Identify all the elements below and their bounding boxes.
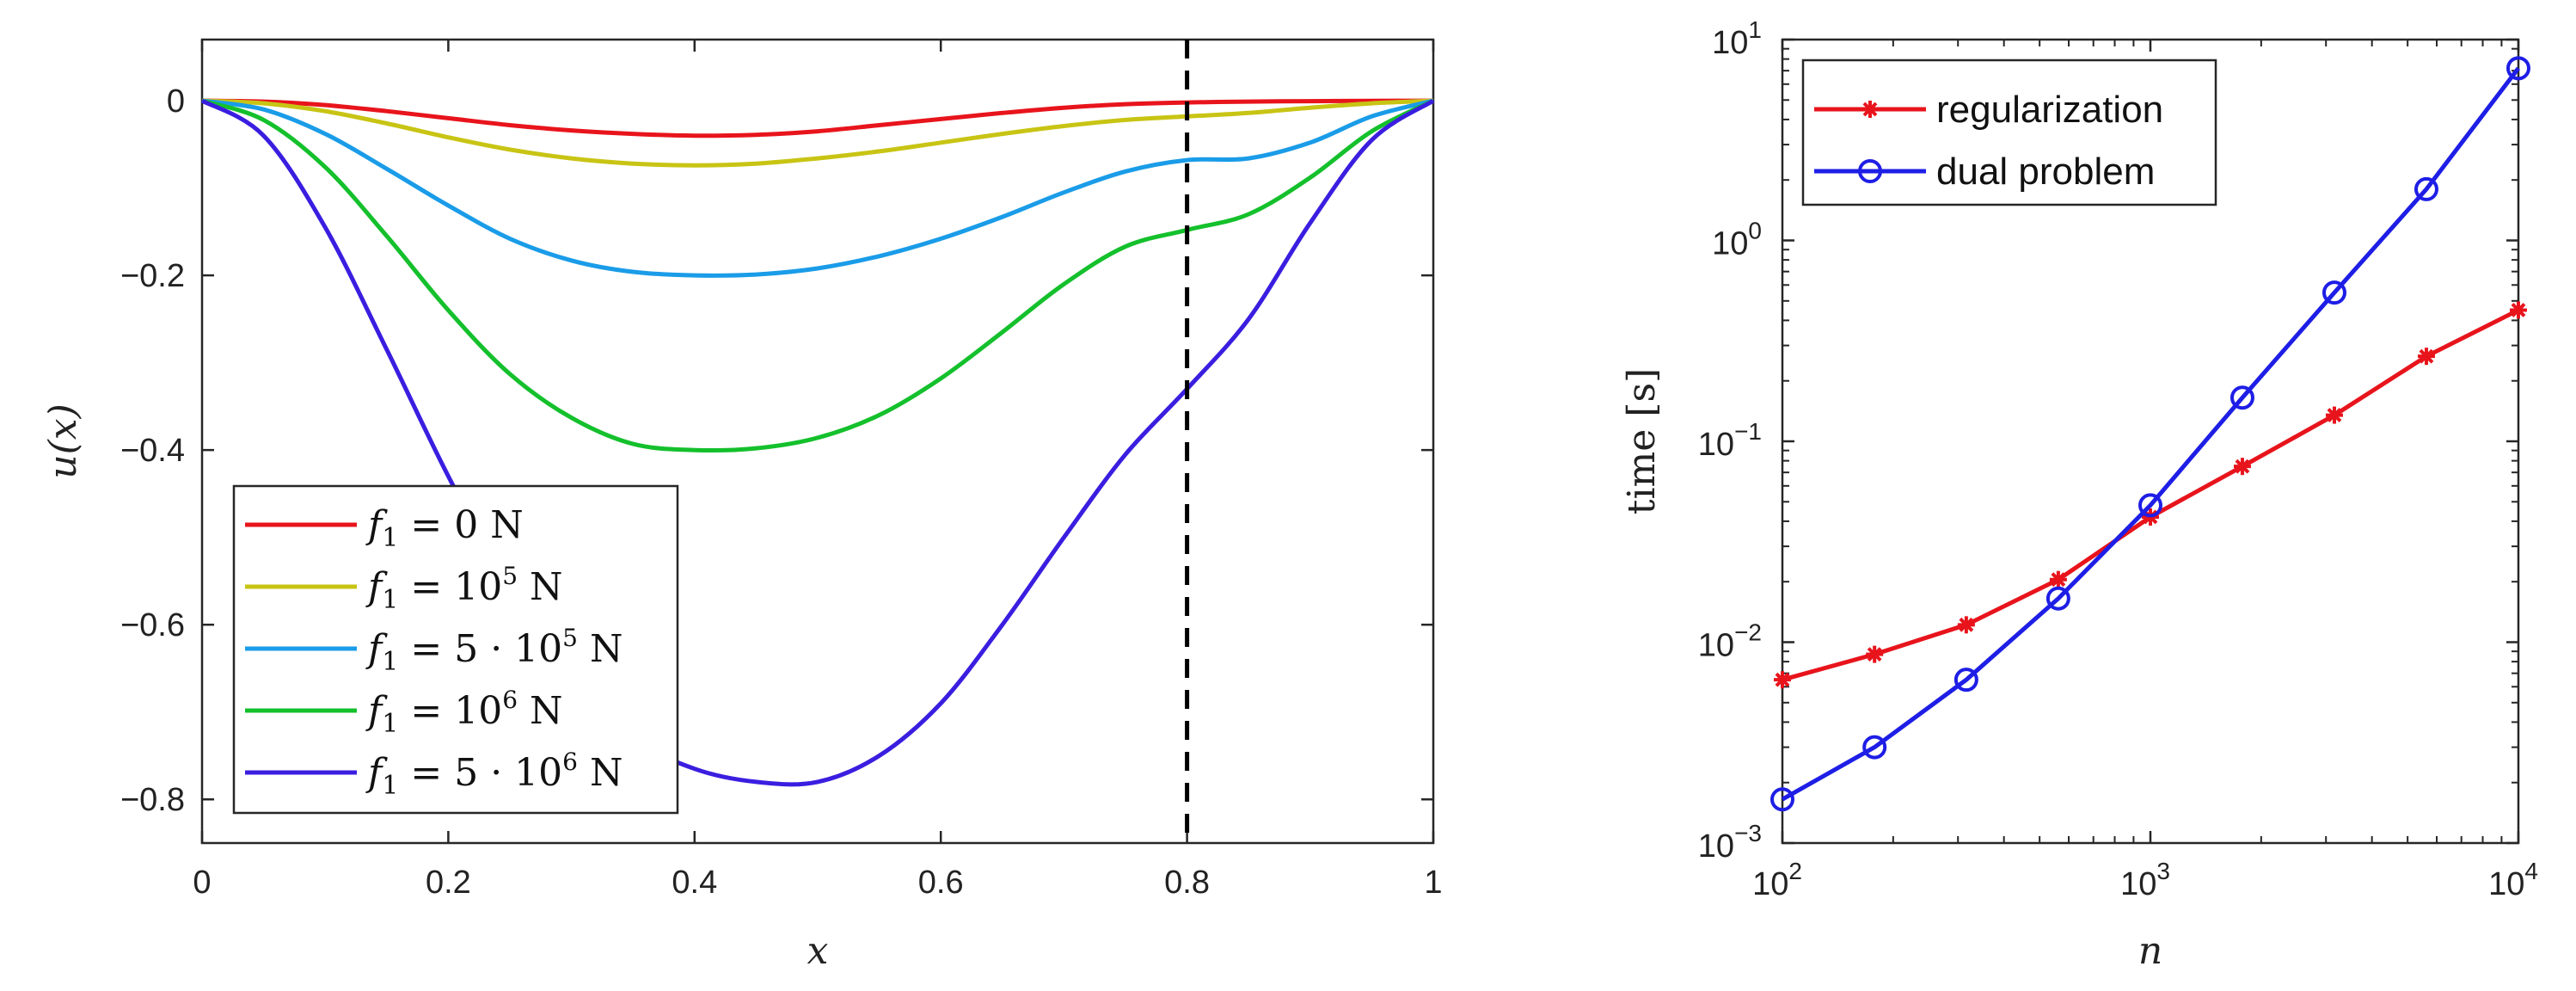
right-x-tick-label: 102 [1752,858,1802,902]
right-y-tick-label: 10−2 [1698,619,1762,664]
right-legend-label: dual problem [1936,151,2155,193]
right-series-point [2233,458,2251,476]
right-legend-marker [1861,101,1879,118]
left-series-line [201,98,1434,138]
right-legend-entries: regularization dual problem [1814,89,2163,193]
right-series-point [1774,671,1791,689]
left-series [200,98,1435,787]
asterisk-stroke [2327,408,2342,422]
right-series-point [2229,385,2254,410]
right-series-line [1781,66,2520,802]
right-series-point [1770,787,1794,812]
asterisk-stroke [2419,348,2434,364]
right-legend-marker [1858,159,1882,183]
left-x-tick-label: 0.4 [672,865,717,901]
left-y-axis-label: u(x) [41,403,85,478]
left-series-line [200,98,1435,787]
right-series-point [1953,668,1978,692]
left-x-tick-label: 0.6 [918,865,964,901]
right-series-point [2138,493,2162,518]
right-x-axis-label: n [2138,929,2162,973]
left-y-tick-label: −0.8 [120,782,185,818]
left-x-tick-label: 0 [193,865,211,901]
right-series-point [2510,301,2527,319]
right-y-axis-label: time [s] [1620,368,1664,514]
right-series-point [1957,616,1975,634]
right-legend-label: regularization [1936,89,2163,131]
left-legend-entries: f1 = 0 Nf1 = 105 Nf1 = 5 · 105 Nf1 = 106… [245,503,623,801]
left-y-tick-label: −0.6 [120,607,185,643]
right-y-tick-label: 100 [1712,218,1762,262]
left-legend-label: f1 = 5 · 106 N [365,748,623,801]
left-legend-label: f1 = 5 · 105 N [365,624,623,677]
left-series-line [201,98,1434,168]
right-series-point [2325,406,2343,424]
right-x-tick-label: 103 [2120,858,2170,902]
right-series-point [1862,735,1887,760]
left-y-tick-label: −0.2 [120,258,185,294]
left-x-tick-label: 0.2 [426,865,471,901]
right-x-tick-label: 104 [2488,858,2538,902]
left-series-line [201,98,1434,278]
right-series-point [2045,586,2070,611]
right-y-tick-label: 10−1 [1698,418,1762,463]
right-series-point [1866,645,1884,663]
left-x-axis-label: x [807,929,829,973]
left-legend: f1 = 0 Nf1 = 105 Nf1 = 5 · 105 Nf1 = 106… [232,484,679,815]
asterisk-stroke [2051,572,2066,588]
asterisk-stroke [2511,303,2526,317]
asterisk-stroke [1775,672,1790,687]
left-ticks: 0 0.2 0.4 0.6 0.8 1 0 −0.2 −0.4 −0.6 −0.8 [120,40,1443,901]
asterisk-stroke [1862,102,1878,117]
asterisk-stroke [1867,647,1882,662]
right-series-point [2321,280,2346,305]
right-y-tick-label: 10−3 [1698,820,1762,865]
left-x-tick-label: 0.8 [1164,865,1210,901]
right-series [1770,56,2530,812]
left-series-line [201,98,1435,453]
right-chart: 102 103 104 10−3 10−2 10−1 100 101 n time [s] r… [1620,16,2538,973]
left-y-tick-label: −0.4 [120,433,185,469]
right-legend: regularization dual problem [1801,58,2217,206]
right-series-point [2417,348,2435,366]
left-chart: 0 0.2 0.4 0.6 0.8 1 0 −0.2 −0.4 −0.6 −0.8 x u(x) f… [41,38,1443,973]
right-series-point [2506,56,2530,81]
right-y-tick-label: 101 [1712,16,1762,61]
right-series-point [2049,570,2067,588]
left-legend-label: f1 = 106 N [365,686,563,739]
right-series-point [2413,176,2438,201]
asterisk-stroke [2235,459,2250,474]
left-y-tick-label: 0 [167,83,185,120]
left-x-tick-label: 1 [1424,865,1442,901]
asterisk-stroke [1959,617,1974,632]
